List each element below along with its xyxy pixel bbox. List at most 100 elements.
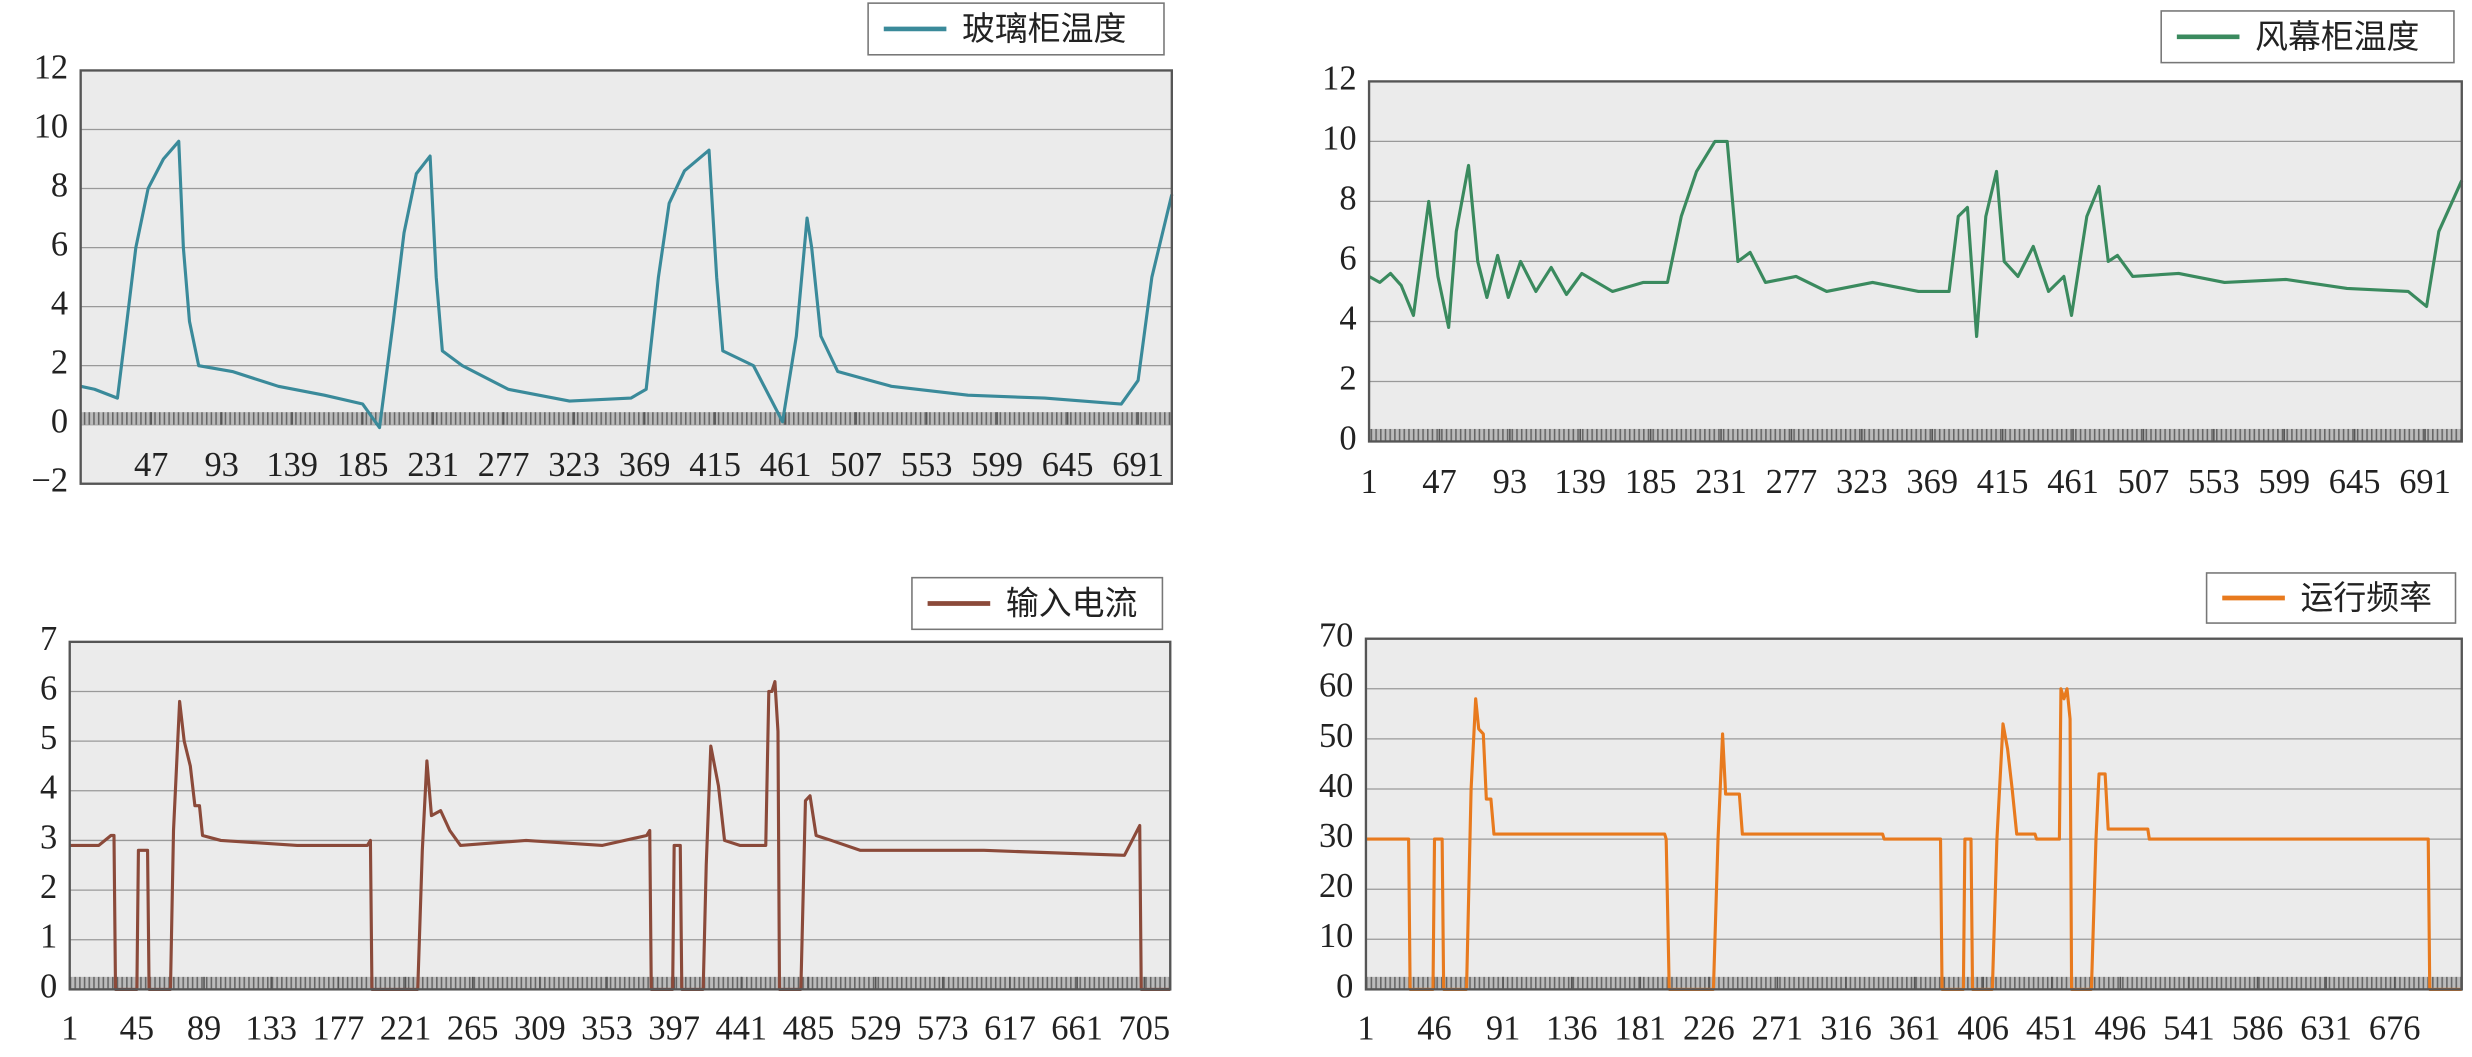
plot-border (1364, 637, 2463, 991)
y-tick-label: 3 (40, 818, 57, 856)
x-tick-label: 177 (313, 1010, 365, 1048)
y-tick-label: 8 (1339, 179, 1356, 217)
x-tick-label: 277 (478, 446, 530, 484)
x-tick-label: 415 (689, 446, 741, 484)
y-tick-label: 2 (51, 344, 68, 382)
data-line (1368, 139, 2464, 339)
x-tick-label: 461 (2047, 463, 2099, 501)
x-tick-label: 397 (648, 1010, 700, 1048)
category-ticks (69, 976, 1171, 990)
plot-area (1365, 638, 2462, 990)
x-tick-label: 645 (1042, 446, 1094, 484)
category-ticks (1369, 428, 2462, 442)
y-tick-label: 10 (1319, 917, 1353, 955)
y-tick-label: 70 (1319, 617, 1353, 655)
x-tick-label: 586 (2232, 1010, 2284, 1048)
y-tick-label: 6 (40, 669, 57, 707)
x-tick-label: 1 (61, 1010, 78, 1048)
x-tick-label: 231 (407, 446, 459, 484)
x-tick-label: 93 (204, 446, 238, 484)
x-tick-label: 415 (1977, 463, 2029, 501)
x-tick-label: 541 (2163, 1010, 2215, 1048)
x-tick-label: 661 (1051, 1010, 1103, 1048)
y-tick-label: 2 (1339, 359, 1356, 397)
x-tick-label: 691 (1112, 446, 1164, 484)
x-tick-label: 599 (2258, 463, 2310, 501)
x-tick-label: 221 (380, 1010, 432, 1048)
x-tick-label: 47 (134, 446, 168, 484)
x-tick-label: 309 (514, 1010, 566, 1048)
y-tick-label: 8 (51, 166, 68, 204)
x-tick-label: 553 (2188, 463, 2240, 501)
y-tick-label: 40 (1319, 767, 1353, 805)
legend-label: 运行频率 (2301, 578, 2432, 617)
x-tick-label: 89 (187, 1010, 221, 1048)
x-tick-label: 139 (266, 446, 318, 484)
y-tick-label: 12 (34, 48, 68, 86)
x-tick-label: 507 (830, 446, 882, 484)
y-tick-label: 6 (1339, 239, 1356, 277)
plot-area (69, 641, 1171, 990)
x-tick-label: 599 (971, 446, 1023, 484)
x-tick-label: 226 (1683, 1010, 1735, 1048)
x-tick-label: 441 (716, 1010, 768, 1048)
x-tick-label: 323 (1836, 463, 1888, 501)
x-tick-label: 361 (1889, 1010, 1941, 1048)
x-tick-label: 46 (1417, 1010, 1451, 1048)
x-tick-label: 45 (120, 1010, 154, 1048)
y-tick-label: 10 (34, 107, 68, 145)
y-tick-label: 30 (1319, 817, 1353, 855)
plot-border (68, 640, 1172, 991)
y-tick-label: 4 (1339, 299, 1356, 337)
x-tick-label: 277 (1766, 463, 1818, 501)
x-tick-label: 185 (1625, 463, 1677, 501)
y-tick-label: 0 (1336, 967, 1353, 1005)
x-tick-label: 617 (984, 1010, 1036, 1048)
y-tick-label: 10 (1322, 119, 1356, 157)
y-tick-label: 7 (40, 620, 57, 658)
data-line (80, 139, 1174, 430)
x-tick-label: 133 (245, 1010, 297, 1048)
y-tick-label: 60 (1319, 667, 1353, 705)
y-tick-label: 50 (1319, 717, 1353, 755)
legend-label: 玻璃柜温度 (962, 9, 1126, 48)
x-tick-label: 181 (1614, 1010, 1666, 1048)
x-tick-label: 136 (1546, 1010, 1598, 1048)
x-tick-label: 485 (783, 1010, 835, 1048)
x-tick-label: 369 (1906, 463, 1958, 501)
x-tick-label: 316 (1820, 1010, 1872, 1048)
x-tick-label: 265 (447, 1010, 499, 1048)
y-tick-label: 1 (40, 918, 57, 956)
x-tick-label: 185 (337, 446, 389, 484)
x-tick-label: 323 (548, 446, 600, 484)
x-tick-label: 631 (2300, 1010, 2352, 1048)
y-tick-label: 6 (51, 225, 68, 263)
x-tick-label: 451 (2026, 1010, 2078, 1048)
x-tick-label: 231 (1695, 463, 1747, 501)
x-tick-label: 461 (760, 446, 812, 484)
x-tick-label: 573 (917, 1010, 969, 1048)
plot-border (79, 69, 1173, 485)
legend-label: 输入电流 (1006, 584, 1137, 623)
y-tick-label: 12 (1322, 59, 1356, 97)
y-tick-label: −2 (32, 462, 69, 500)
x-tick-label: 1 (1360, 463, 1377, 501)
category-ticks (80, 412, 1172, 425)
y-tick-label: 2 (40, 868, 57, 906)
x-tick-label: 353 (581, 1010, 633, 1048)
x-tick-label: 369 (619, 446, 671, 484)
x-tick-label: 271 (1752, 1010, 1804, 1048)
y-tick-label: 20 (1319, 867, 1353, 905)
x-tick-label: 496 (2095, 1010, 2147, 1048)
x-tick-label: 529 (850, 1010, 902, 1048)
legend-label: 风幕柜温度 (2255, 17, 2419, 56)
y-tick-label: 0 (40, 967, 57, 1005)
y-tick-label: 4 (40, 769, 57, 807)
x-tick-label: 645 (2329, 463, 2381, 501)
x-tick-label: 1 (1357, 1010, 1374, 1048)
x-tick-label: 553 (901, 446, 953, 484)
x-tick-label: 139 (1554, 463, 1606, 501)
plot-border (1367, 80, 2463, 443)
